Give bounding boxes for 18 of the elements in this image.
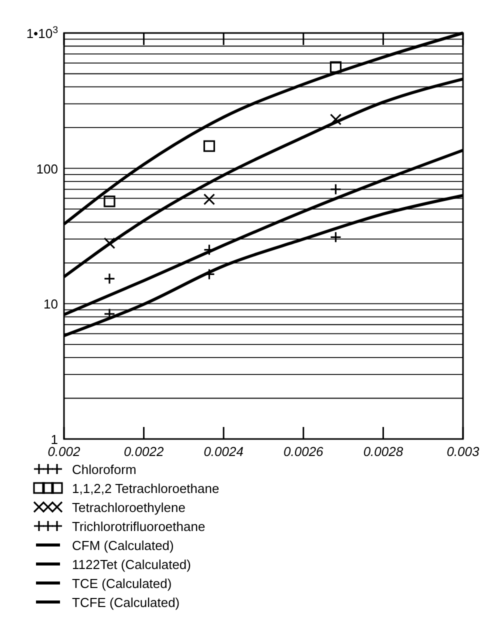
x-tick-label: 0.003 — [446, 444, 480, 459]
legend-label: CFM (Calculated) — [72, 538, 174, 553]
y-tick-label: 10 — [44, 296, 58, 312]
x-tick-label: 0.002 — [48, 444, 82, 459]
legend-label: Tetrachloroethylene — [72, 500, 186, 515]
legend-label: Chloroform — [72, 462, 136, 477]
legend-label: TCE (Calculated) — [72, 576, 172, 591]
x-tick-label: 0.0022 — [124, 444, 164, 459]
y-tick-label: 1 — [50, 432, 58, 447]
x-tick-label: 0.0028 — [363, 444, 404, 459]
legend-label: 1122Tet (Calculated) — [72, 557, 191, 572]
x-tick-label: 0.0026 — [284, 444, 324, 459]
legend-label: Trichlorotrifluoroethane — [72, 519, 206, 534]
y-tick-label: 100 — [36, 161, 58, 176]
y-tick-label: 1•10$^{3}$ — [26, 24, 58, 41]
legend-label: TCFE (Calculated) — [72, 595, 180, 610]
legend-label: 1,1,2,2 Tetrachloroethane — [72, 481, 220, 496]
x-tick-label: 0.0024 — [204, 444, 244, 459]
